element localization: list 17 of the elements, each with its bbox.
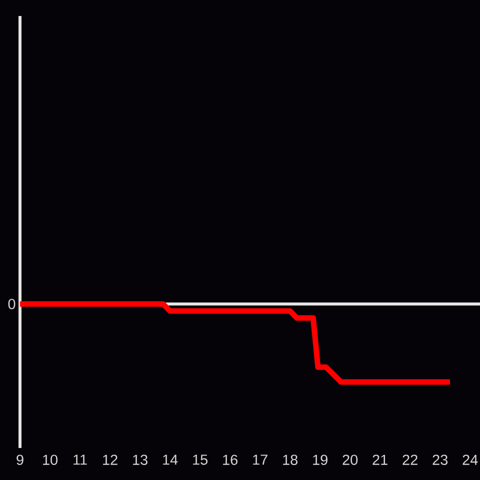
- x-tick-label: 11: [74, 454, 87, 465]
- x-tick-label: 19: [313, 454, 328, 465]
- x-tick-label: 20: [342, 454, 358, 465]
- x-tick-label: 18: [283, 454, 298, 465]
- x-tick-label: 9: [16, 454, 24, 465]
- x-tick-label: 13: [133, 454, 148, 465]
- x-tick-label: 15: [193, 454, 208, 465]
- x-tick-label: 23: [432, 454, 448, 465]
- ref-line-label: 0: [8, 298, 16, 310]
- x-tick-label: 10: [43, 454, 58, 465]
- x-tick-label: 21: [372, 454, 388, 465]
- x-tick-label: 17: [253, 454, 268, 465]
- x-tick-label: 12: [103, 454, 118, 465]
- x-tick-label: 22: [402, 454, 418, 465]
- x-tick-label: 16: [223, 454, 238, 465]
- x-tick-label: 24: [462, 454, 478, 465]
- x-tick-label: 14: [163, 454, 178, 465]
